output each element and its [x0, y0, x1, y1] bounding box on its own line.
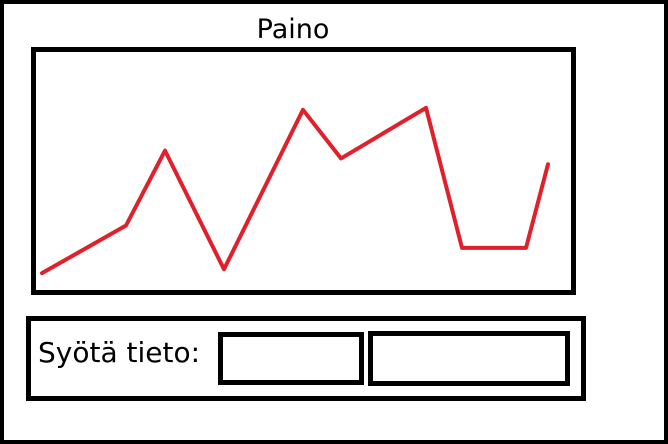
- chart-panel: [31, 47, 576, 295]
- data-input-field-2[interactable]: [368, 331, 570, 386]
- data-input-field-1[interactable]: [218, 332, 364, 385]
- input-label: Syötä tieto:: [38, 336, 201, 369]
- chart-title: Paino: [256, 14, 330, 45]
- input-row-panel: [26, 316, 586, 401]
